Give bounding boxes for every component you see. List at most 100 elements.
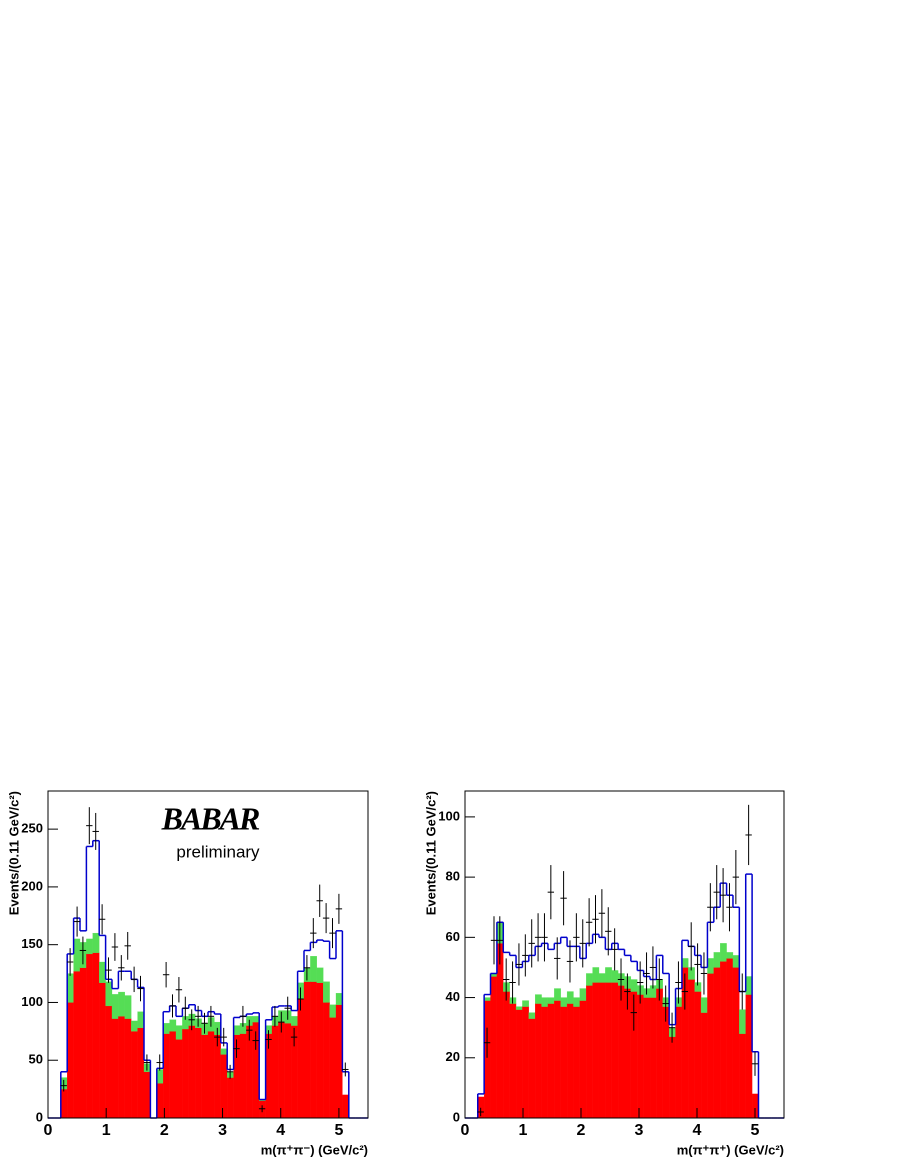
bar-segment — [143, 1071, 151, 1119]
x-tick-label: 3 — [218, 1122, 227, 1139]
bar-segment — [60, 1088, 68, 1119]
y-tick-label: 0 — [36, 1109, 43, 1124]
bar-segment — [535, 994, 542, 1004]
bar-segment — [547, 1003, 555, 1119]
bar-segment — [233, 1025, 241, 1035]
bar-segment — [560, 997, 568, 1007]
y-tick-label: 0 — [453, 1109, 460, 1124]
bar-segment — [342, 1094, 349, 1119]
bar-segment — [201, 1034, 209, 1119]
y-tick-label: 150 — [21, 936, 43, 951]
x-tick-label: 0 — [461, 1122, 470, 1139]
bar-segment — [560, 1006, 568, 1119]
bar-segment — [496, 943, 504, 1119]
bar-segment — [188, 1025, 196, 1119]
bar-segment — [284, 1023, 292, 1119]
bar-segment — [522, 1000, 529, 1007]
bar-segment — [316, 982, 324, 1119]
bar-segment — [99, 961, 106, 983]
bar-segment — [169, 1019, 177, 1032]
bar-segment — [579, 1000, 587, 1119]
y-tick-label: 60 — [446, 929, 460, 944]
bar-segment — [528, 1018, 536, 1119]
bar-segment — [726, 952, 734, 959]
bar-segment — [637, 994, 644, 1119]
bar-segment — [252, 1016, 260, 1023]
bar-segment — [220, 1054, 228, 1119]
bar-segment — [700, 1012, 708, 1119]
bar-segment — [522, 1006, 529, 1119]
bar-segment — [310, 956, 317, 982]
bar-segment — [707, 958, 714, 974]
bar-segment — [124, 1018, 132, 1119]
bar-segment — [67, 1002, 74, 1119]
bar-segment — [739, 1009, 746, 1034]
bar-segment — [73, 971, 81, 1119]
bar-segment — [535, 1003, 542, 1119]
bar-segment — [195, 1027, 202, 1119]
bar-segment — [86, 938, 93, 955]
bar-segment — [720, 943, 727, 962]
logo: BABAR — [161, 800, 260, 836]
bar-segment — [643, 997, 651, 1119]
bar-segment — [554, 988, 561, 1001]
bar-segment — [207, 1031, 215, 1119]
x-tick-label: 2 — [160, 1122, 169, 1139]
bar-segment — [124, 995, 132, 1019]
x-tick-label: 4 — [693, 1122, 702, 1139]
bar-segment — [573, 1006, 580, 1119]
bar-segment — [681, 958, 689, 968]
annotation: preliminary — [176, 842, 260, 861]
bar-segment — [541, 997, 549, 1007]
bar-segment — [579, 988, 587, 1001]
bar-segment — [303, 981, 311, 1119]
x-axis-label: m(π⁺π⁻) (GeV/c²) — [261, 1142, 368, 1157]
bar-segment — [745, 976, 753, 995]
bar-segment — [182, 1028, 189, 1119]
bar-segment — [220, 1048, 228, 1055]
y-tick-label: 50 — [29, 1052, 43, 1067]
bar-segment — [137, 1011, 145, 1029]
bar-segment — [175, 1025, 183, 1040]
x-tick-label: 4 — [276, 1122, 285, 1139]
bar-segment — [278, 1021, 285, 1119]
y-tick-label: 80 — [446, 869, 460, 884]
bar-segment — [323, 981, 330, 1003]
bar-segment — [67, 973, 74, 1003]
x-tick-label: 1 — [102, 1122, 111, 1139]
bar-segment — [131, 1031, 138, 1119]
bar-segment — [649, 997, 657, 1119]
bar-segment — [503, 991, 510, 1119]
bar-segment — [528, 1012, 536, 1019]
bar-segment — [669, 1036, 676, 1119]
bar-segment — [541, 1006, 549, 1119]
bar-segment — [573, 997, 580, 1007]
x-axis-label: m(π⁺π⁺) (GeV/c²) — [677, 1142, 784, 1157]
bar-segment — [515, 1009, 523, 1119]
bar-segment — [566, 1003, 574, 1119]
plot-frame — [464, 790, 785, 1119]
bar-segment — [335, 993, 343, 1005]
bar-segment — [656, 988, 663, 1119]
bar-segment — [214, 1034, 221, 1119]
y-tick-label: 100 — [21, 994, 43, 1009]
bar-segment — [105, 1005, 113, 1119]
bar-segment — [490, 976, 498, 1119]
x-tick-label: 5 — [334, 1122, 343, 1139]
bar-segment — [297, 998, 305, 1119]
bar-segment — [745, 994, 753, 1119]
bar-segment — [118, 1016, 125, 1119]
bar-segment — [310, 981, 317, 1119]
bar-segment — [694, 991, 702, 1119]
bar-segment — [323, 1002, 330, 1119]
bar-segment — [611, 970, 619, 983]
bar-segment — [156, 1083, 164, 1119]
outline-riser — [60, 840, 350, 1118]
bar-segment — [483, 997, 491, 1001]
bar-segment — [566, 991, 574, 1004]
bar-segment — [86, 953, 93, 1119]
bar-segment — [163, 1033, 170, 1119]
y-axis-label: Events/(0.11 GeV/c²) — [6, 791, 21, 915]
bar-segment — [598, 982, 606, 1119]
bar-segment — [92, 932, 100, 953]
